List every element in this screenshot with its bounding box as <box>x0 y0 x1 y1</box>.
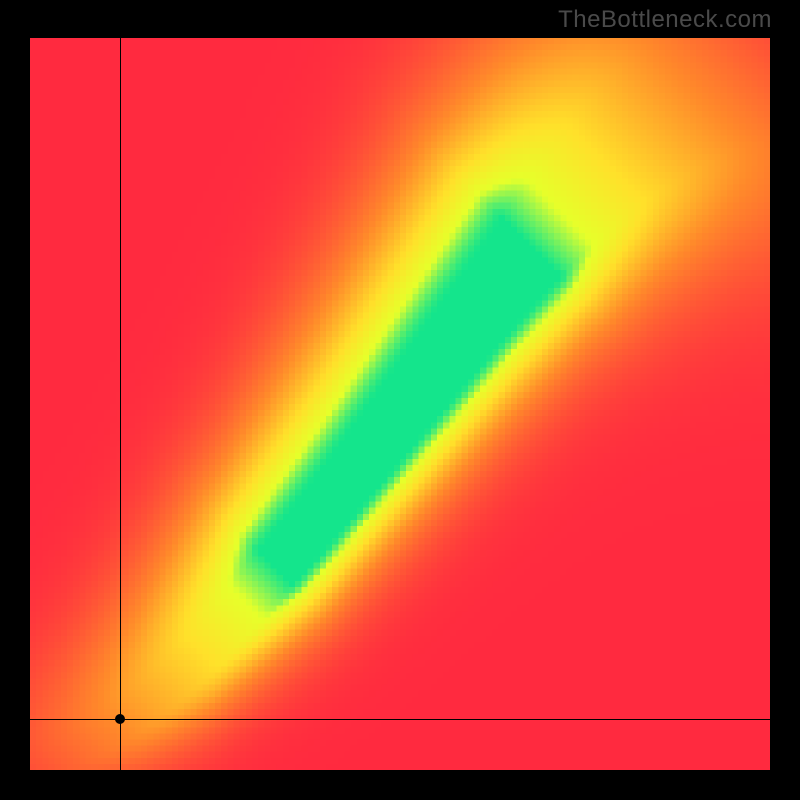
heatmap-plot-area <box>30 38 770 770</box>
marker-dot <box>115 714 125 724</box>
watermark-text: TheBottleneck.com <box>558 6 772 34</box>
heatmap-canvas <box>30 38 770 770</box>
crosshair-vertical <box>120 38 121 770</box>
crosshair-horizontal <box>30 719 770 720</box>
